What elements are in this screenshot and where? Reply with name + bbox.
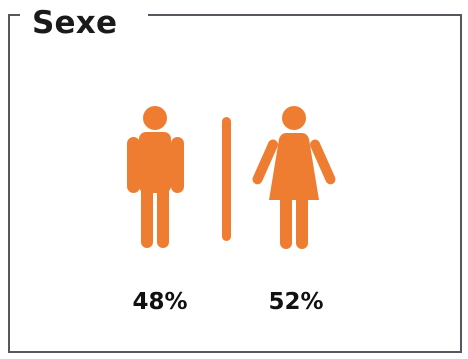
male-percentage-label: 48% bbox=[132, 289, 188, 315]
female-figure-icon bbox=[252, 106, 336, 249]
title-background bbox=[20, 0, 148, 44]
divider-line bbox=[222, 117, 231, 241]
female-percentage-label: 52% bbox=[268, 289, 324, 315]
chart-frame bbox=[8, 14, 462, 353]
chart-title: Sexe bbox=[32, 5, 118, 41]
male-figure-icon bbox=[127, 106, 184, 248]
